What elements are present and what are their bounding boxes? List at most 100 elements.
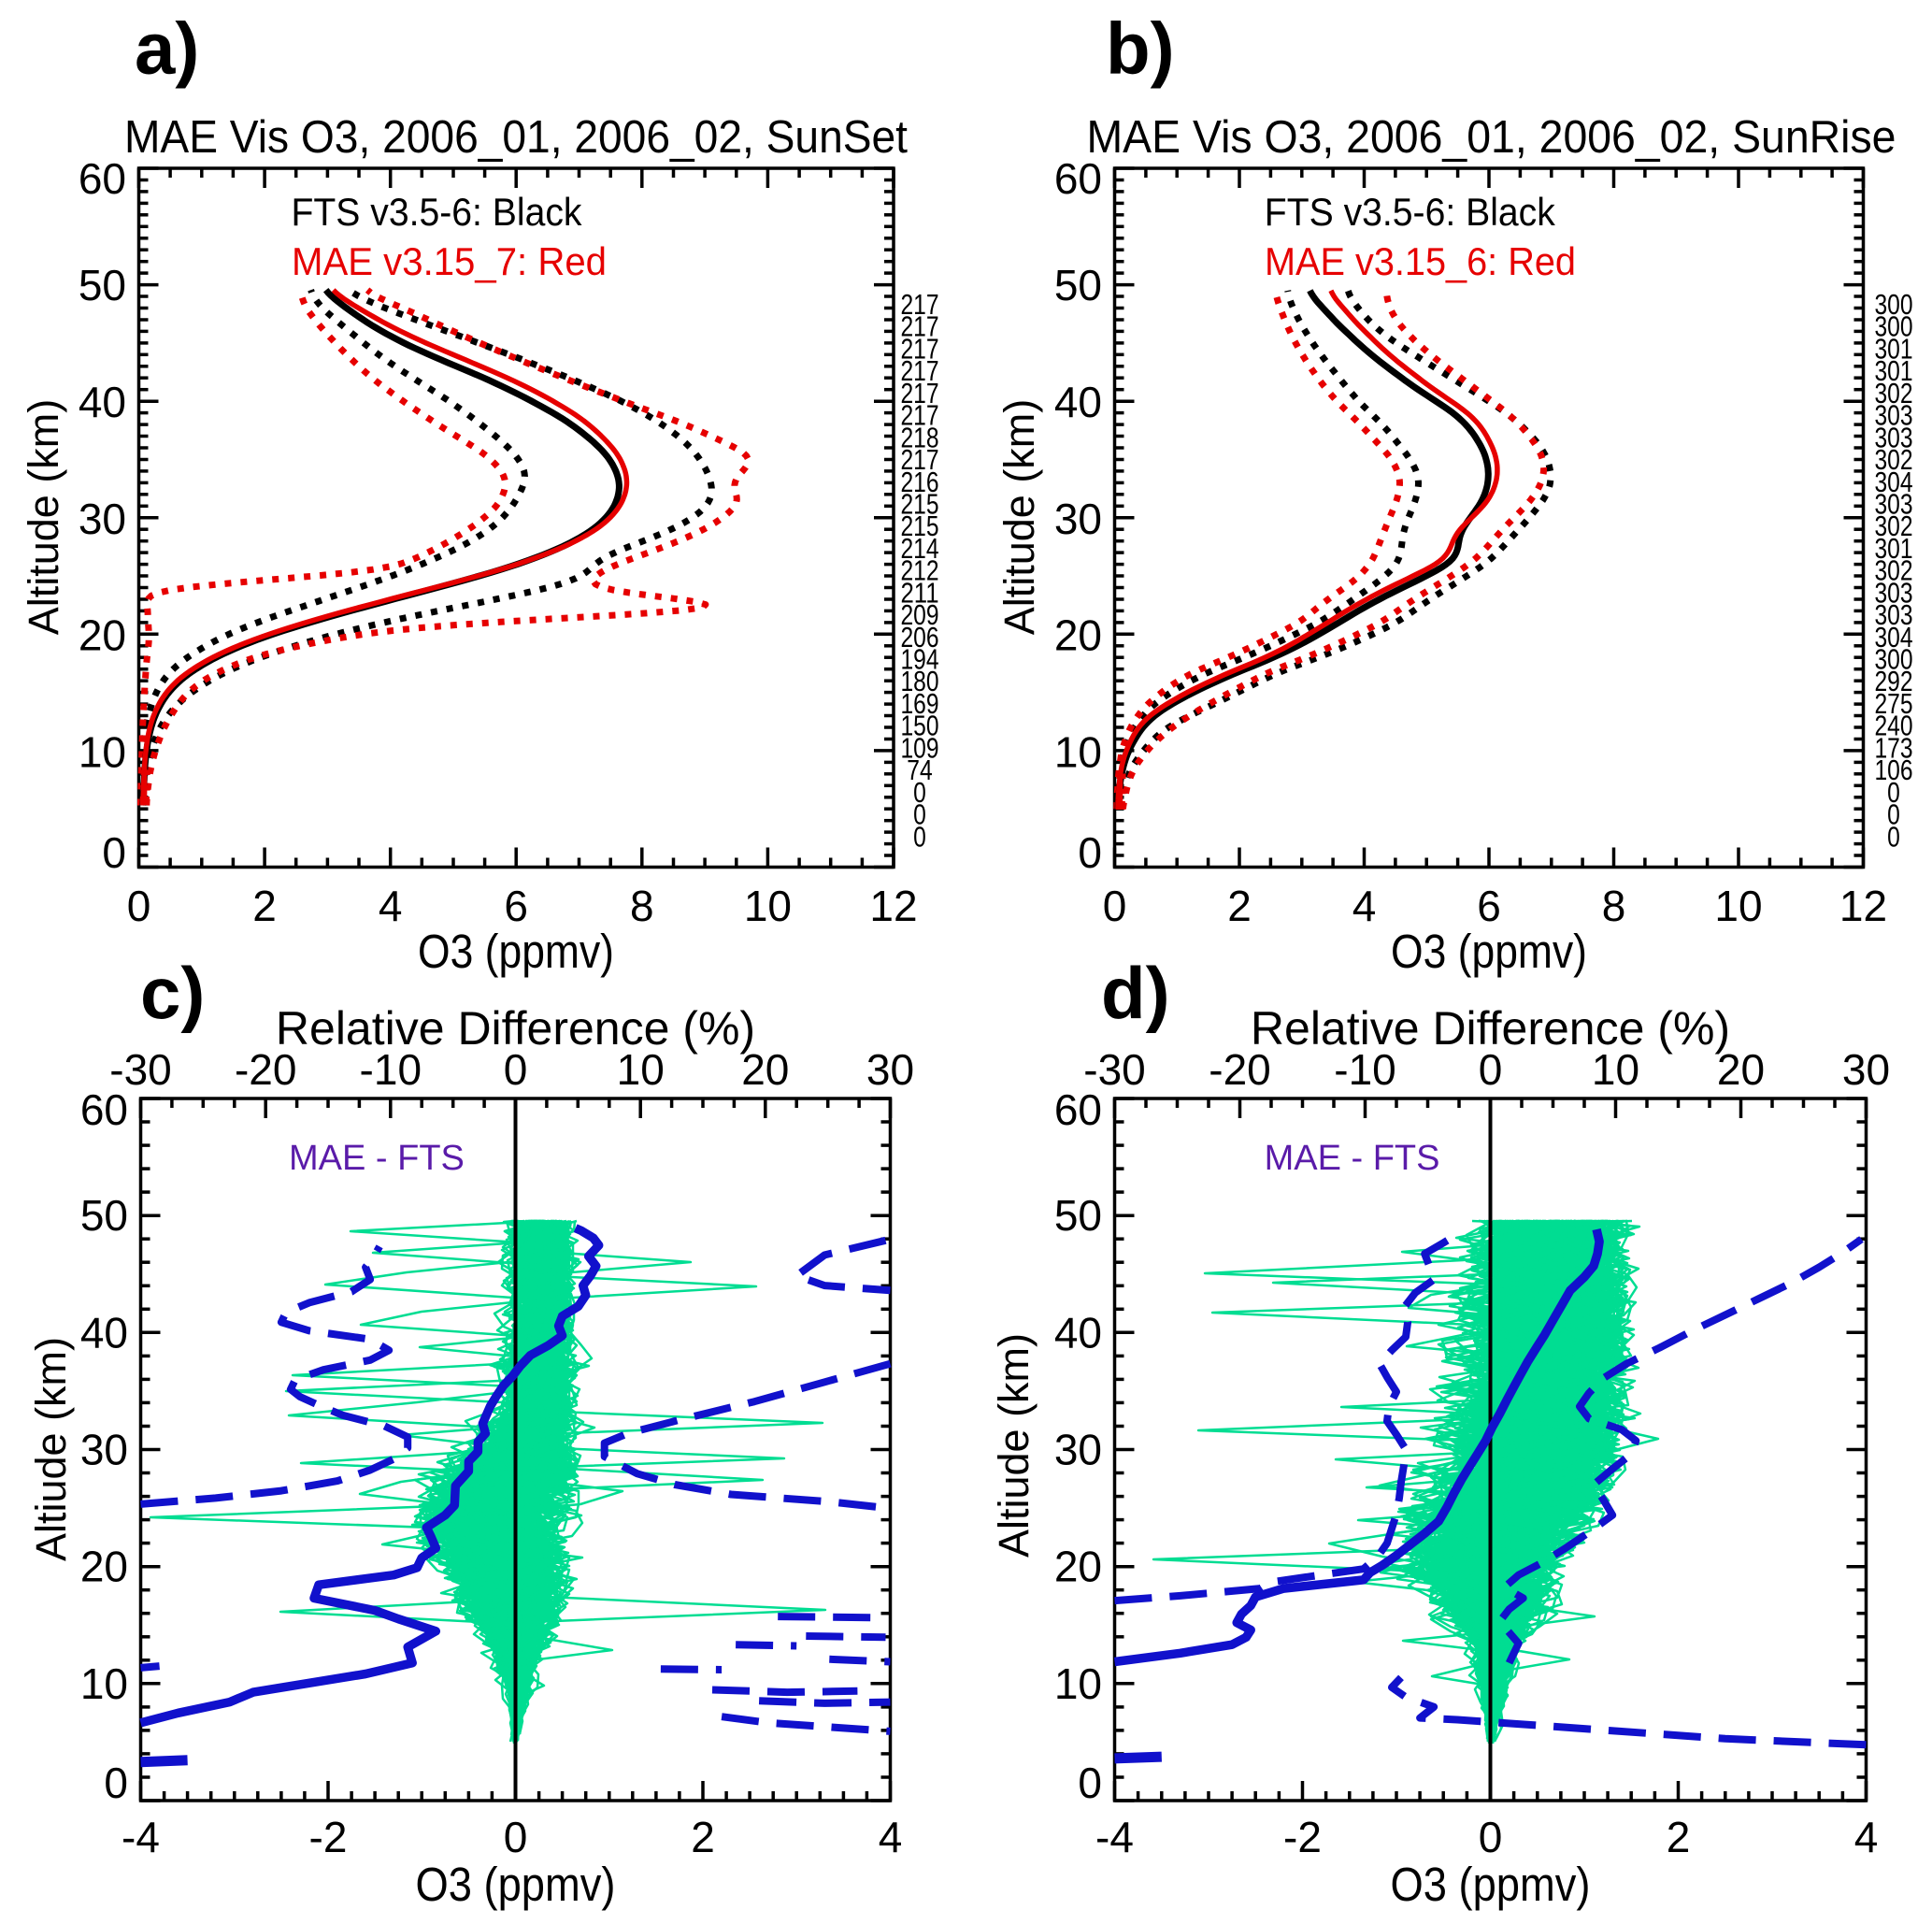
svg-text:30: 30 xyxy=(1054,1426,1102,1474)
svg-text:-10: -10 xyxy=(1334,1045,1395,1094)
svg-text:30: 30 xyxy=(80,1426,128,1474)
svg-text:Altitude (km): Altitude (km) xyxy=(20,399,67,636)
svg-text:40: 40 xyxy=(79,378,126,426)
svg-text:303: 303 xyxy=(1874,598,1912,631)
svg-text:MAE - FTS: MAE - FTS xyxy=(289,1139,465,1178)
svg-text:20: 20 xyxy=(80,1543,128,1591)
svg-text:MAE v3.15_6: Red: MAE v3.15_6: Red xyxy=(1265,239,1576,283)
svg-text:216: 216 xyxy=(900,466,938,498)
svg-text:0: 0 xyxy=(504,1045,528,1094)
svg-text:10: 10 xyxy=(617,1045,665,1094)
svg-text:302: 302 xyxy=(1874,554,1912,587)
svg-text:-20: -20 xyxy=(235,1045,296,1094)
svg-text:303: 303 xyxy=(1874,488,1912,521)
svg-text:8: 8 xyxy=(1602,882,1626,930)
svg-text:4: 4 xyxy=(379,882,403,930)
svg-text:217: 217 xyxy=(900,288,938,321)
svg-text:292: 292 xyxy=(1874,665,1912,697)
svg-text:0: 0 xyxy=(913,798,926,831)
svg-text:0: 0 xyxy=(1078,1759,1102,1807)
svg-text:-4: -4 xyxy=(122,1813,160,1861)
svg-text:60: 60 xyxy=(1054,154,1102,203)
svg-text:2: 2 xyxy=(1227,882,1252,930)
svg-text:180: 180 xyxy=(900,665,938,697)
svg-text:10: 10 xyxy=(1592,1045,1639,1094)
svg-text:8: 8 xyxy=(630,882,654,930)
svg-text:300: 300 xyxy=(1874,643,1912,676)
svg-text:217: 217 xyxy=(900,332,938,365)
svg-text:217: 217 xyxy=(900,399,938,432)
svg-text:-10: -10 xyxy=(360,1045,422,1094)
svg-text:303: 303 xyxy=(1874,421,1912,453)
svg-text:0: 0 xyxy=(913,820,926,853)
svg-text:60: 60 xyxy=(80,1085,128,1134)
svg-text:a): a) xyxy=(135,7,199,90)
svg-text:12: 12 xyxy=(869,882,917,930)
svg-text:c): c) xyxy=(140,952,205,1034)
svg-text:173: 173 xyxy=(1874,731,1912,764)
svg-text:12: 12 xyxy=(1839,882,1887,930)
svg-text:20: 20 xyxy=(1054,611,1102,660)
svg-text:50: 50 xyxy=(1054,1191,1102,1240)
svg-text:30: 30 xyxy=(1842,1045,1890,1094)
svg-text:6: 6 xyxy=(1477,882,1501,930)
svg-text:304: 304 xyxy=(1874,466,1912,498)
svg-text:Altiude (km): Altiude (km) xyxy=(990,1333,1038,1558)
svg-text:10: 10 xyxy=(79,728,126,777)
svg-text:4: 4 xyxy=(1854,1813,1879,1861)
svg-text:40: 40 xyxy=(1054,378,1102,426)
svg-text:MAE - FTS: MAE - FTS xyxy=(1265,1139,1440,1178)
svg-text:212: 212 xyxy=(900,554,938,587)
svg-text:217: 217 xyxy=(900,310,938,343)
svg-text:74: 74 xyxy=(907,754,932,786)
svg-text:O3 (ppmv): O3 (ppmv) xyxy=(1391,1858,1591,1911)
svg-text:2: 2 xyxy=(1667,1813,1691,1861)
svg-text:50: 50 xyxy=(1054,261,1102,309)
svg-text:30: 30 xyxy=(79,495,126,543)
svg-text:O3 (ppmv): O3 (ppmv) xyxy=(418,925,614,978)
svg-text:MAE Vis O3, 2006_01, 2006_02,: MAE Vis O3, 2006_01, 2006_02, SunSet xyxy=(124,112,908,163)
svg-text:0: 0 xyxy=(1479,1813,1503,1861)
svg-text:FTS v3.5-6: Black: FTS v3.5-6: Black xyxy=(1265,190,1556,234)
svg-text:0: 0 xyxy=(1887,776,1900,809)
svg-text:0: 0 xyxy=(504,1813,528,1861)
svg-text:302: 302 xyxy=(1874,443,1912,476)
svg-text:301: 301 xyxy=(1874,532,1912,565)
svg-text:-20: -20 xyxy=(1209,1045,1270,1094)
svg-text:40: 40 xyxy=(80,1309,128,1357)
svg-text:211: 211 xyxy=(900,576,938,609)
svg-text:217: 217 xyxy=(900,443,938,476)
svg-text:MAE v3.15_7: Red: MAE v3.15_7: Red xyxy=(292,239,607,283)
svg-text:215: 215 xyxy=(900,510,938,542)
svg-text:10: 10 xyxy=(744,882,792,930)
svg-text:240: 240 xyxy=(1874,710,1912,742)
svg-text:20: 20 xyxy=(79,611,126,660)
svg-text:0: 0 xyxy=(127,882,151,930)
svg-text:30: 30 xyxy=(866,1045,914,1094)
svg-text:215: 215 xyxy=(900,488,938,521)
svg-text:109: 109 xyxy=(900,731,938,764)
svg-text:Altitude (km): Altitude (km) xyxy=(995,399,1043,636)
svg-text:4: 4 xyxy=(879,1813,903,1861)
svg-text:0: 0 xyxy=(1479,1045,1503,1094)
svg-text:0: 0 xyxy=(1103,882,1127,930)
svg-text:Relative Difference (%): Relative Difference (%) xyxy=(1251,1002,1730,1055)
svg-text:217: 217 xyxy=(900,377,938,409)
svg-text:20: 20 xyxy=(1717,1045,1765,1094)
svg-text:FTS v3.5-6: Black: FTS v3.5-6: Black xyxy=(292,190,583,234)
svg-text:0: 0 xyxy=(102,828,126,877)
svg-text:209: 209 xyxy=(900,598,938,631)
svg-text:Altiude (km): Altiude (km) xyxy=(27,1337,75,1561)
svg-text:60: 60 xyxy=(1054,1085,1102,1134)
svg-text:b): b) xyxy=(1106,7,1175,90)
svg-text:304: 304 xyxy=(1874,621,1912,653)
svg-text:-2: -2 xyxy=(309,1813,348,1861)
svg-text:-30: -30 xyxy=(109,1045,171,1094)
svg-text:218: 218 xyxy=(900,421,938,453)
svg-text:O3 (ppmv): O3 (ppmv) xyxy=(416,1858,616,1911)
svg-text:60: 60 xyxy=(79,154,126,203)
svg-text:150: 150 xyxy=(900,710,938,742)
svg-text:301: 301 xyxy=(1874,354,1912,387)
svg-text:300: 300 xyxy=(1874,288,1912,321)
svg-text:0: 0 xyxy=(1887,798,1900,831)
